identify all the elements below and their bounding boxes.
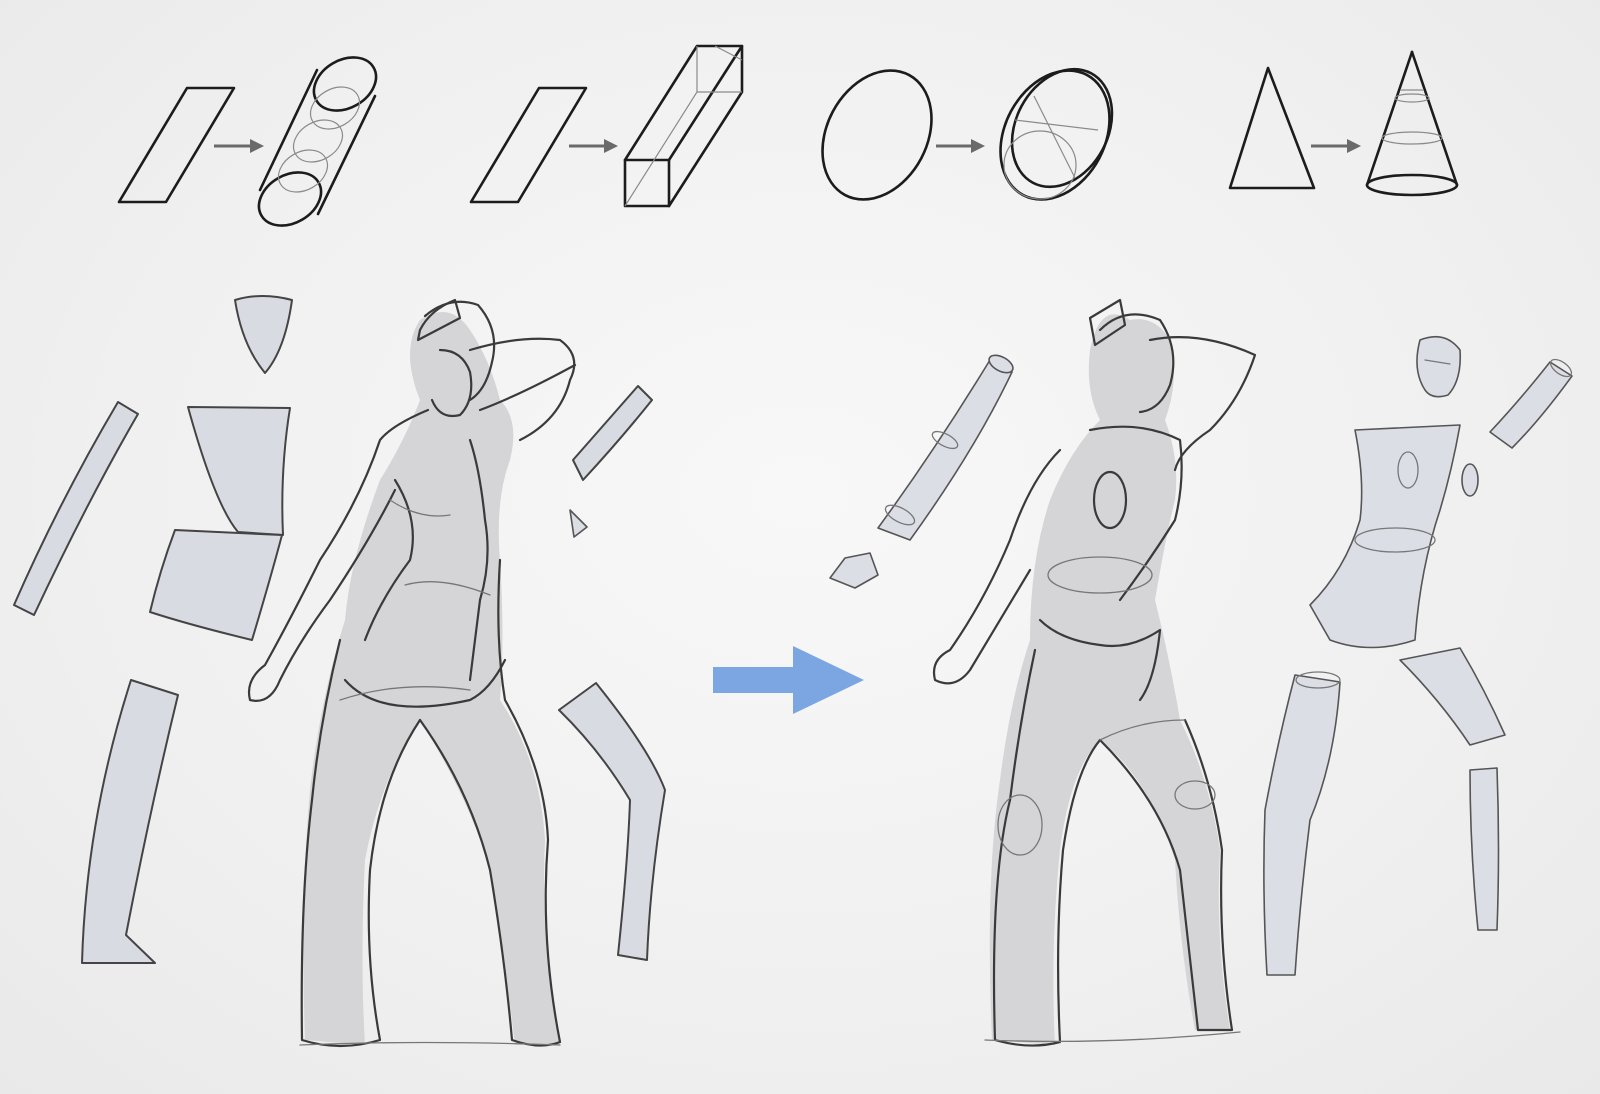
small-arrow-1: [214, 139, 264, 153]
box-shape: [623, 44, 744, 208]
flat-hip-piece: [149, 529, 283, 641]
cylinder-shape: [257, 56, 378, 227]
form-arm-cylinder: [877, 354, 1014, 541]
form-leg-cylinder: [1263, 671, 1341, 976]
form-thigh-cylinder: [1399, 647, 1506, 746]
ellipse-shape: [821, 69, 933, 201]
constructed-figure: [932, 298, 1257, 1047]
form-torso: [1309, 424, 1479, 649]
form-forearm-cylinder: [1489, 358, 1573, 449]
flat-leg-piece-right: [558, 682, 666, 961]
small-arrow-4: [1311, 139, 1361, 153]
small-arrow-3: [936, 139, 985, 153]
small-arrow-2: [569, 139, 618, 153]
flat-arm-piece-left: [13, 401, 139, 616]
parallelogram-shape: [117, 86, 236, 204]
flat-leg-piece-left: [81, 679, 179, 964]
form-hand-block: [829, 552, 879, 589]
gesture-figure: [247, 298, 577, 1048]
triangle-shape: [1228, 66, 1316, 190]
parallelogram-shape-2: [469, 86, 588, 204]
flat-head-piece: [234, 295, 293, 374]
sphere-shape: [999, 67, 1114, 201]
flat-hand-piece: [569, 509, 588, 538]
form-head: [1416, 335, 1462, 398]
form-shin-cylinder: [1469, 767, 1500, 931]
flat-arm-piece-right: [572, 385, 653, 481]
cone-shape: [1365, 50, 1459, 197]
